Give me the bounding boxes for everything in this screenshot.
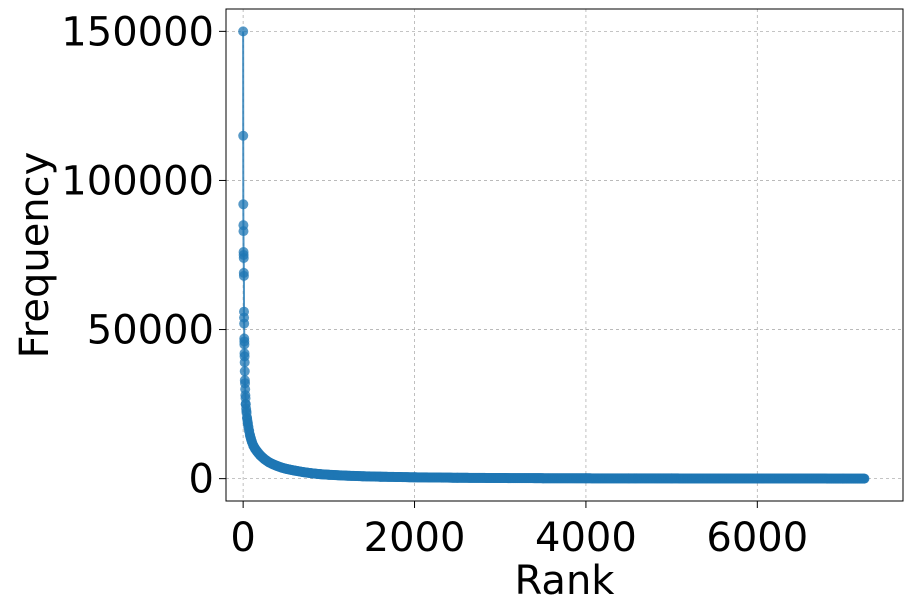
series-line bbox=[242, 31, 865, 480]
data-point bbox=[289, 465, 300, 476]
data-point bbox=[239, 339, 250, 350]
data-point bbox=[323, 469, 334, 480]
data-point bbox=[298, 467, 309, 478]
data-point bbox=[752, 473, 763, 484]
data-point bbox=[838, 473, 849, 484]
x-tick-label: 2000 bbox=[364, 515, 466, 561]
data-point bbox=[315, 469, 326, 480]
data-point bbox=[358, 471, 369, 482]
x-axis-label: Rank bbox=[515, 558, 616, 604]
y-axis-label: Frequency bbox=[12, 152, 58, 359]
grid-lines bbox=[226, 9, 903, 501]
data-point bbox=[239, 366, 250, 377]
y-tick-label: 100000 bbox=[61, 158, 214, 204]
data-point bbox=[238, 252, 249, 263]
data-point bbox=[280, 463, 291, 474]
data-point bbox=[623, 473, 634, 484]
y-tick-label: 150000 bbox=[61, 9, 214, 55]
data-point bbox=[238, 130, 249, 141]
series-marker-trail bbox=[240, 399, 870, 484]
data-point bbox=[580, 473, 591, 484]
data-point bbox=[392, 472, 403, 482]
y-axis: 0 50000 100000 150000 bbox=[61, 9, 226, 503]
data-point bbox=[238, 270, 249, 281]
y-tick-label: 50000 bbox=[87, 308, 214, 354]
data-point bbox=[452, 472, 463, 483]
plot-frame bbox=[225, 8, 904, 502]
data-point bbox=[709, 473, 720, 484]
y-tick-label: 0 bbox=[189, 457, 214, 503]
data-point bbox=[340, 470, 351, 481]
data-point bbox=[409, 472, 420, 483]
x-tick-label: 0 bbox=[230, 515, 255, 561]
data-point bbox=[238, 199, 249, 210]
data-point bbox=[795, 473, 806, 484]
series-layer bbox=[238, 26, 870, 484]
data-point bbox=[666, 473, 677, 484]
data-point bbox=[306, 468, 317, 479]
x-axis: 0 2000 4000 6000 bbox=[230, 501, 808, 561]
x-tick-label: 4000 bbox=[535, 515, 637, 561]
x-tick-label: 6000 bbox=[706, 515, 808, 561]
data-point bbox=[375, 471, 386, 482]
data-point bbox=[495, 473, 506, 484]
data-point bbox=[239, 318, 250, 329]
data-point bbox=[239, 357, 250, 368]
data-point bbox=[538, 473, 549, 484]
data-point bbox=[238, 26, 249, 37]
data-point bbox=[238, 226, 249, 237]
data-point bbox=[859, 473, 870, 484]
